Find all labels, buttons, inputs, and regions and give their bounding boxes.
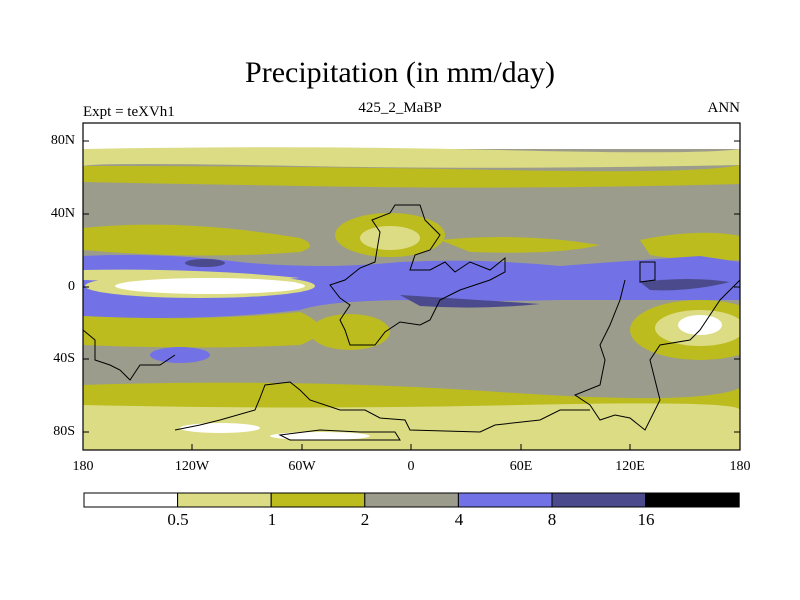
axis-ticks (83, 140, 740, 450)
period-label: 425_2_MaBP (358, 100, 442, 116)
lon-tick-label: 60E (509, 459, 533, 474)
lat-tick-label: 40S (53, 351, 75, 366)
lat-tick-label: 0 (68, 279, 75, 294)
colorbar-label: 8 (547, 510, 557, 529)
lon-tick-label: 120E (615, 459, 645, 474)
precip-field (83, 123, 740, 450)
colorbar-box (457, 492, 553, 508)
colorbar-box (177, 492, 272, 508)
south-dry-1 (180, 423, 260, 433)
north-pale-band (83, 147, 740, 168)
lat-tick-label: 80N (50, 133, 75, 148)
lon-tick-label: 60W (288, 459, 316, 474)
nsub-pale-2 (360, 226, 420, 250)
ssub-dry-3 (678, 315, 722, 335)
colorbar-label: 0.5 (167, 510, 189, 529)
ssub-blue (150, 347, 210, 363)
pac-dry (115, 278, 305, 294)
colorbar-box (645, 492, 740, 508)
nsub-olive-4 (640, 232, 740, 261)
colorbar-box (270, 492, 366, 508)
lat-tick-label: 40N (50, 206, 75, 221)
atl-wet-16 (400, 295, 540, 308)
nsub-olive-3 (440, 236, 600, 253)
nsub-olive-1 (83, 224, 310, 256)
south-dry-2 (270, 432, 370, 440)
colorbar-box (364, 492, 459, 508)
colorbar-label: 16 (637, 510, 655, 529)
lon-tick-label: 180 (729, 459, 751, 474)
colorbar (83, 492, 740, 508)
colorbar-box (551, 492, 647, 508)
south-pale-band (83, 403, 740, 450)
coastlines (83, 204, 740, 441)
ssub-olive-2 (310, 314, 390, 350)
lon-tick-label: 120W (174, 459, 210, 474)
colorbar-label: 4 (454, 510, 464, 529)
ssub-olive-1 (83, 312, 320, 348)
itcz-8 (83, 254, 740, 318)
colorbar-label: 1 (267, 510, 277, 529)
north-olive-band (83, 165, 740, 188)
lat-tick-label: 80S (53, 424, 75, 439)
colorbar-label: 2 (360, 510, 370, 529)
map-title: Precipitation (in mm/day) (245, 56, 555, 89)
lon-tick-label: 180 (72, 459, 94, 474)
experiment-label: Expt = teXVh1 (83, 104, 175, 120)
colorbar-box (83, 492, 179, 508)
epac-wet-16 (185, 259, 225, 267)
wpac-wet-16 (640, 279, 730, 291)
lon-tick-label: 0 (407, 459, 415, 474)
north-dry-band (83, 123, 740, 149)
season-label: ANN (707, 100, 741, 116)
